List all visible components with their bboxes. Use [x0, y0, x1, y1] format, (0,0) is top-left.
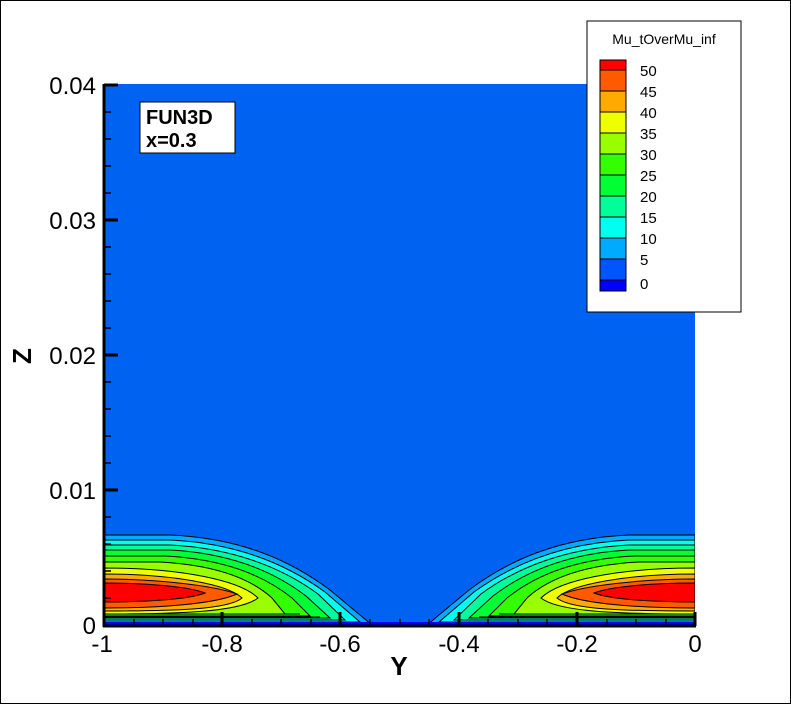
- legend-label: 25: [640, 168, 657, 185]
- x-tick-label: -1: [91, 631, 112, 658]
- legend-label: 45: [640, 84, 657, 101]
- x-tick-label: -0.4: [438, 631, 479, 658]
- legend-title: Mu_tOverMu_inf: [612, 31, 716, 47]
- x-tick-label: 0: [688, 631, 701, 658]
- legend-label: 20: [640, 189, 657, 206]
- y-tick-label: 0.02: [49, 343, 96, 370]
- y-tick-label: 0.04: [49, 73, 96, 100]
- legend-label: 50: [640, 63, 657, 80]
- left-lobe: [104, 534, 373, 625]
- y-tick-label: 0.03: [49, 208, 96, 235]
- y-tick-label: 0: [83, 613, 96, 640]
- contour-bands: [104, 534, 695, 625]
- x-tick-label: -0.6: [319, 631, 360, 658]
- annotation-station: x=0.3: [146, 130, 197, 152]
- colorbar-swatches: [599, 59, 627, 292]
- right-lobe: [426, 534, 695, 625]
- axes: [102, 83, 697, 628]
- legend-label: 30: [640, 147, 657, 164]
- legend-label: 15: [640, 210, 657, 227]
- y-axis-title: Z: [7, 348, 37, 364]
- x-axis-title: Y: [390, 651, 407, 681]
- legend-label: 10: [640, 231, 657, 248]
- y-tick-label: 0.01: [49, 478, 96, 505]
- x-tick-label: -0.8: [201, 631, 242, 658]
- colorbar-legend: Mu_tOverMu_inf 50 45 40 35 30 25 20 15 1…: [586, 20, 742, 313]
- annotation-box: FUN3D x=0.3: [139, 101, 236, 154]
- legend-label: 40: [640, 105, 657, 122]
- x-tick-label: -0.2: [556, 631, 597, 658]
- legend-label: 0: [640, 276, 648, 293]
- legend-label: 5: [640, 252, 648, 269]
- legend-label: 35: [640, 126, 657, 143]
- annotation-solver: FUN3D: [146, 107, 213, 129]
